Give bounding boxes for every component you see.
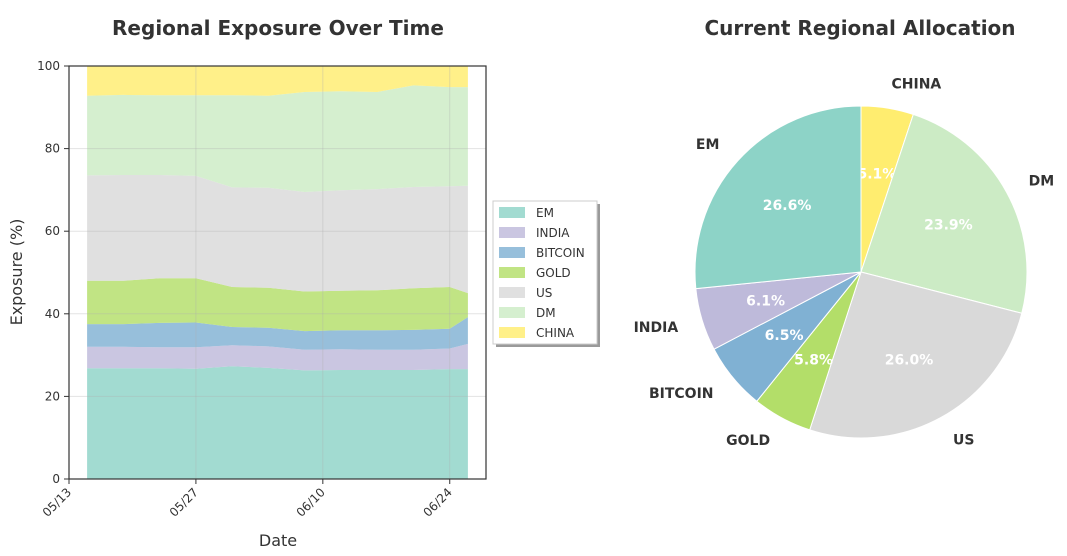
y-axis-label: Exposure (%) — [7, 219, 26, 326]
pie-pct-bitcoin: 6.5% — [765, 328, 804, 344]
pie-label-us: US — [953, 432, 974, 448]
pie-pct-dm: 23.9% — [924, 217, 973, 233]
pie-label-dm: DM — [1029, 174, 1055, 190]
legend-label-india: INDIA — [536, 226, 570, 240]
y-tick-label: 40 — [45, 307, 60, 321]
y-tick-label: 100 — [37, 59, 60, 73]
y-tick-label: 20 — [45, 389, 60, 403]
pie-label-em: EM — [696, 137, 720, 153]
pie-slice-em — [694, 105, 862, 290]
x-tick-label: 06/24 — [420, 485, 454, 519]
pie-label-bitcoin: BITCOIN — [649, 386, 714, 402]
legend: EM INDIA BITCOIN GOLD US DM CHINA — [492, 200, 600, 347]
area-series-em — [87, 366, 468, 479]
pie-pct-india: 6.1% — [746, 294, 785, 310]
x-axis-label: Date — [259, 531, 297, 550]
pie-label-india: INDIA — [634, 320, 679, 336]
area-series-us — [87, 175, 468, 294]
pie-label-china: CHINA — [892, 77, 942, 93]
legend-swatch-china — [499, 327, 525, 338]
legend-label-bitcoin: BITCOIN — [536, 246, 585, 260]
legend-label-us: US — [536, 286, 552, 300]
pie-chart: CHINA 5.1% DM 23.9% US 26.0% GOLD 5.8% BITCOIN 6.… — [634, 77, 1055, 449]
y-tick-label: 0 — [52, 472, 60, 486]
x-tick-label: 05/27 — [167, 485, 201, 519]
area-chart-title: Regional Exposure Over Time — [112, 16, 444, 40]
area-series-gold — [87, 278, 468, 332]
area-series-china — [87, 66, 468, 96]
legend-swatch-gold — [499, 267, 525, 278]
legend-label-china: CHINA — [536, 326, 575, 340]
legend-swatch-dm — [499, 307, 525, 318]
area-series-dm — [87, 85, 468, 192]
pie-pct-em: 26.6% — [763, 198, 812, 214]
area-series-india — [87, 343, 468, 371]
pie-pct-us: 26.0% — [885, 352, 934, 368]
legend-swatch-bitcoin — [499, 247, 525, 258]
pie-chart-title: Current Regional Allocation — [704, 16, 1015, 40]
pie-slice-dm — [860, 113, 1028, 314]
pie-slice-us — [809, 271, 1023, 439]
area-series-bitcoin — [87, 317, 468, 350]
y-tick-label: 80 — [45, 142, 60, 156]
legend-label-gold: GOLD — [536, 266, 571, 280]
y-tick-label: 60 — [45, 224, 60, 238]
x-tick-label: 06/10 — [294, 485, 328, 519]
x-tick-label: 05/13 — [40, 485, 74, 519]
legend-label-em: EM — [536, 206, 554, 220]
legend-swatch-em — [499, 207, 525, 218]
legend-swatch-us — [499, 287, 525, 298]
legend-box — [492, 200, 598, 345]
area-plot: 0 20 40 60 80 100 05/13 05/27 06/10 06/24 — [37, 59, 487, 520]
plot-frame — [68, 65, 487, 480]
pie-pct-gold: 5.8% — [794, 353, 833, 369]
legend-swatch-india — [499, 227, 525, 238]
pie-label-gold: GOLD — [726, 433, 770, 449]
legend-label-dm: DM — [536, 306, 556, 320]
pie-pct-china: 5.1% — [857, 167, 896, 183]
